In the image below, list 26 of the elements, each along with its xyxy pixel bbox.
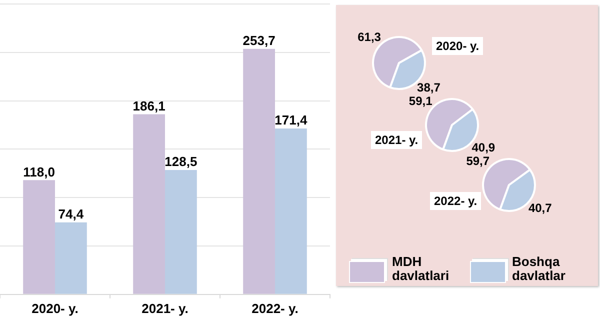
data-label: 59,1 [408,94,433,108]
bar [133,114,165,294]
data-label: 253,7 [242,32,276,48]
bar [243,48,275,294]
x-tick-label: 2021- y. [142,300,188,316]
text: 2021- y. [371,131,422,149]
data-label: 59,7 [466,154,490,168]
data-label: 74,4 [58,206,84,222]
x-tick-label: 2022- y. [252,300,298,316]
data-label: 171,4 [274,112,308,128]
bar [275,128,307,294]
legend-label: MDH davlatlari [392,254,450,283]
x-tick-label: 2020- y. [32,300,78,316]
text: 2020- y. [432,37,484,55]
data-label: 128,5 [164,154,198,170]
bar [23,180,55,294]
data-label: 38,7 [417,80,441,95]
data-label: 40,9 [472,140,496,154]
data-label: 61,3 [358,30,382,44]
data-label: 186,1 [132,98,166,114]
text: 2022- y. [430,192,482,210]
bar [55,222,87,294]
data-label: 118,0 [23,164,55,180]
data-label: 40,7 [528,200,552,215]
bar [165,170,197,294]
legend-label: Boshqa davlatlar [512,254,566,283]
